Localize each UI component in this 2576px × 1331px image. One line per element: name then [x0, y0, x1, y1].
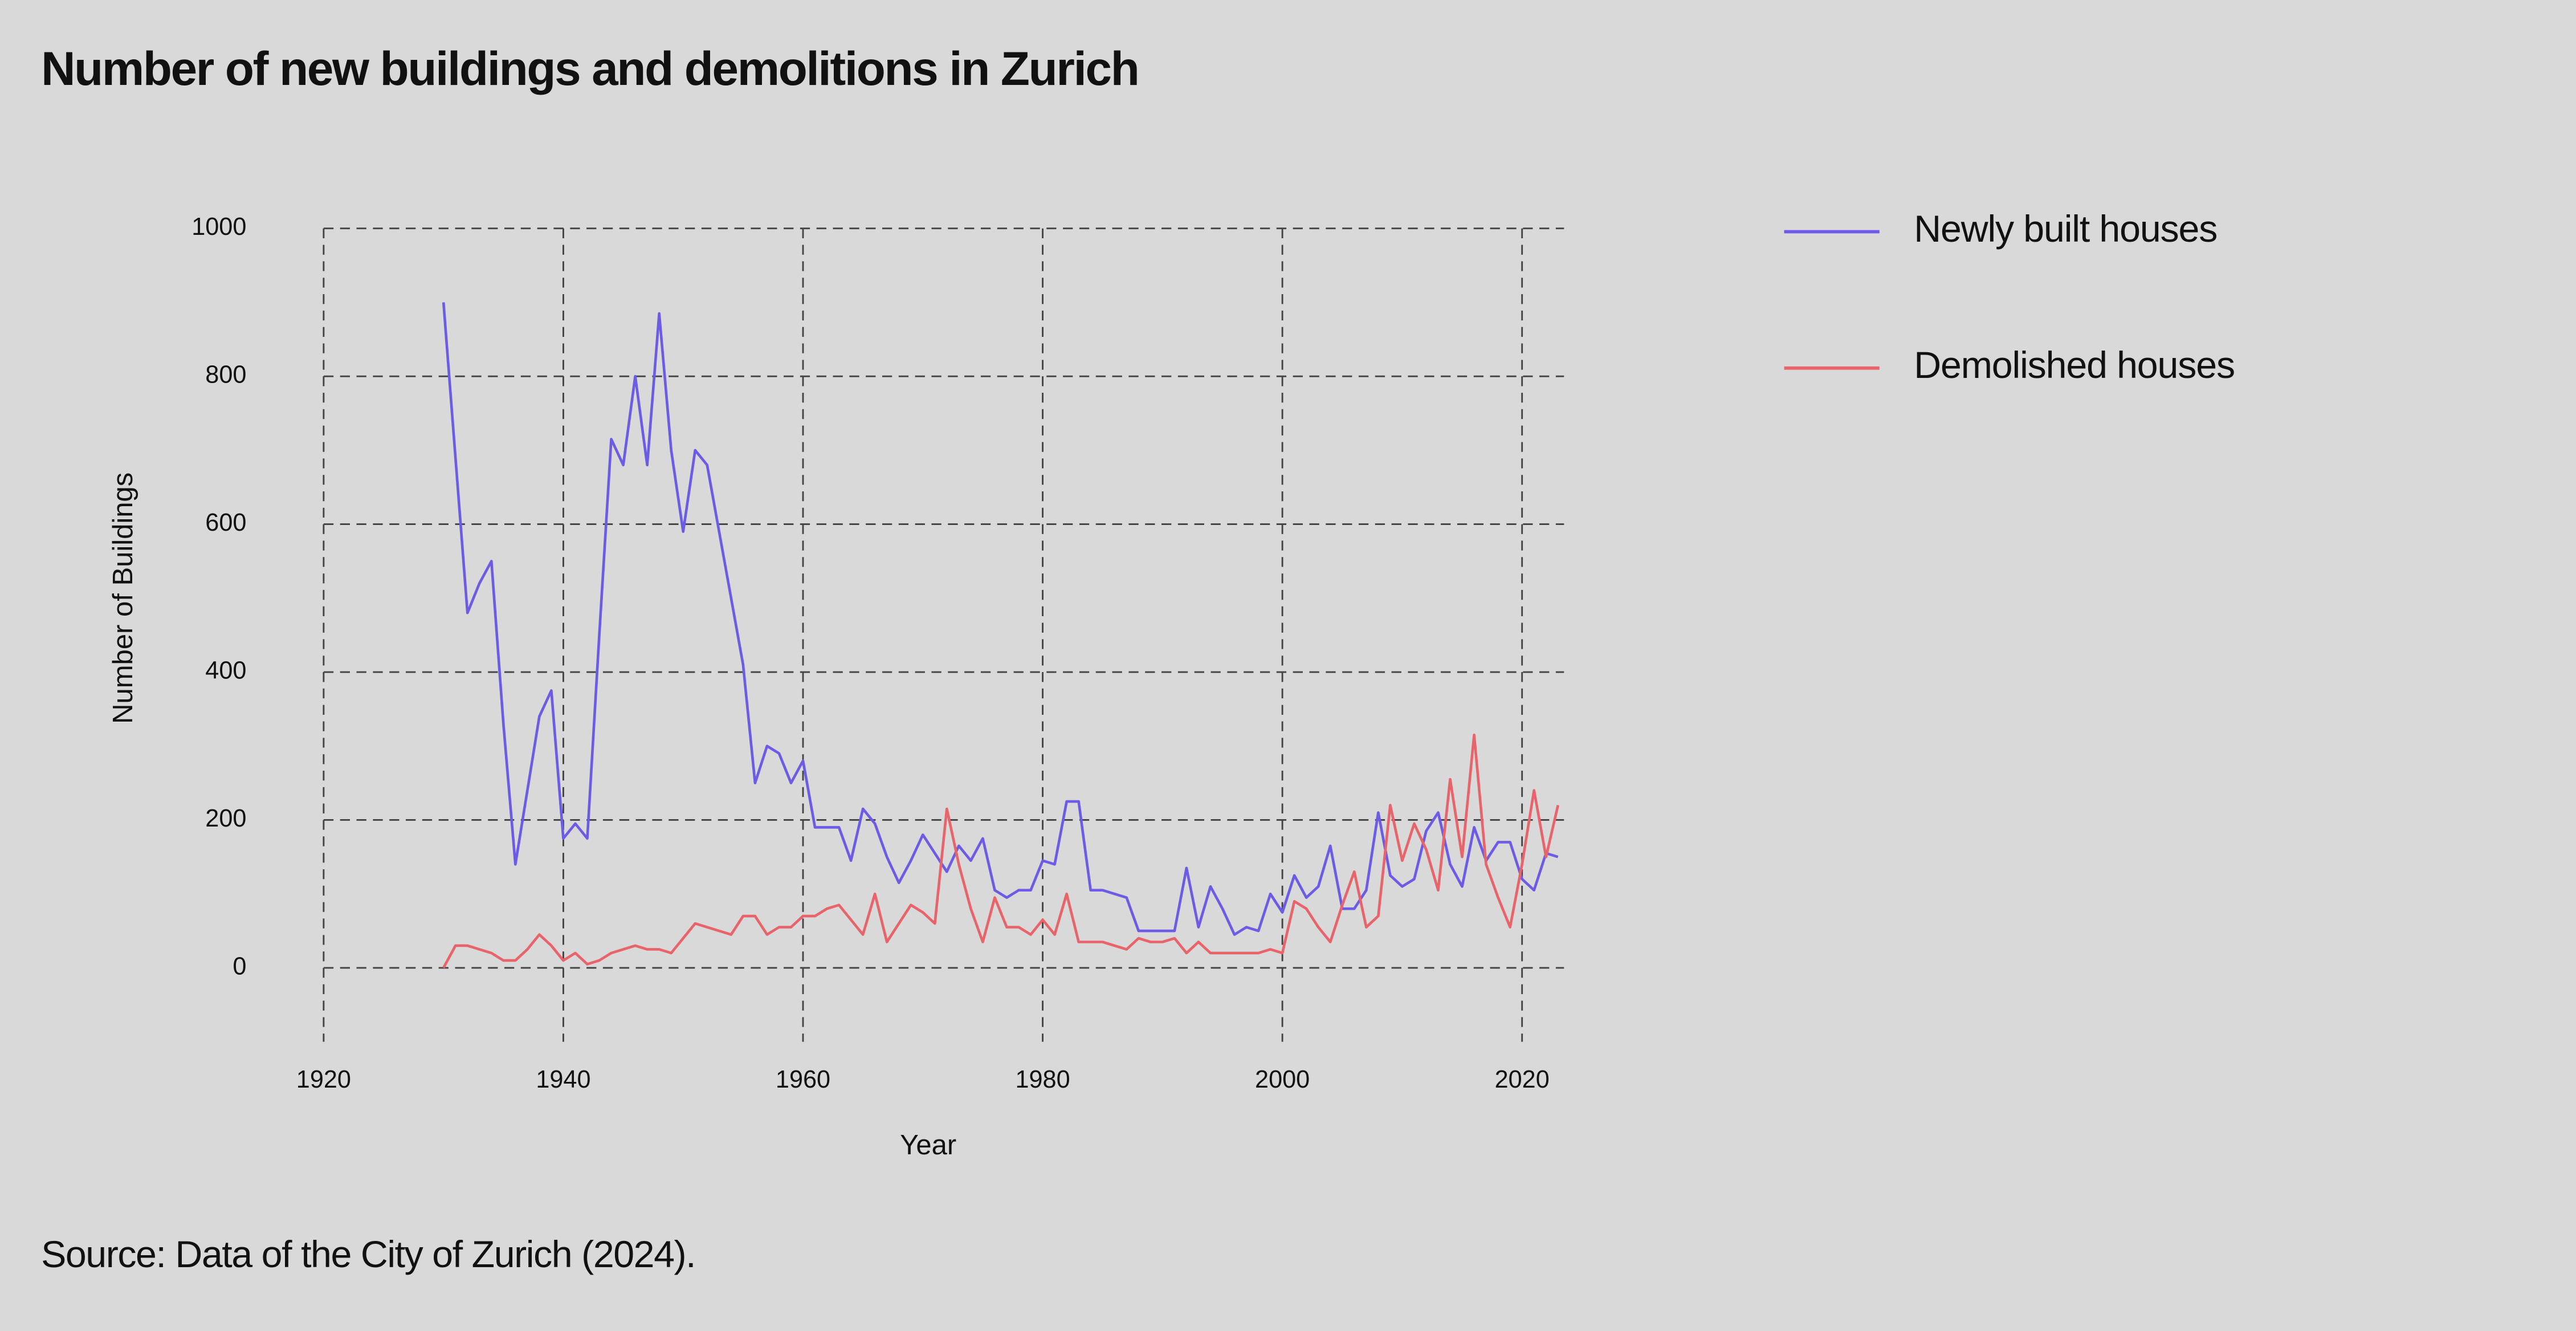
legend-label: Newly built houses [1914, 208, 2217, 250]
x-tick-label: 1920 [296, 1066, 351, 1093]
y-tick-label: 800 [205, 361, 246, 389]
chart-title: Number of new buildings and demolitions … [41, 42, 1138, 95]
y-tick-label: 400 [205, 657, 246, 684]
x-tick-label: 2000 [1255, 1066, 1310, 1093]
x-axis-label: Year [900, 1130, 956, 1161]
y-axis-label: Number of Buildings [108, 473, 138, 724]
legend-label: Demolished houses [1914, 344, 2235, 386]
source-note: Source: Data of the City of Zurich (2024… [41, 1234, 695, 1276]
x-tick-label: 2020 [1495, 1066, 1550, 1093]
y-tick-label: 1000 [191, 213, 246, 241]
y-tick-label: 0 [233, 953, 246, 980]
x-tick-label: 1960 [776, 1066, 830, 1093]
x-tick-label: 1980 [1015, 1066, 1070, 1093]
y-tick-label: 600 [205, 509, 246, 536]
data-line [442, 302, 1559, 936]
data-line [442, 733, 1560, 969]
y-tick-label: 200 [205, 805, 246, 832]
x-tick-label: 1940 [536, 1066, 590, 1093]
